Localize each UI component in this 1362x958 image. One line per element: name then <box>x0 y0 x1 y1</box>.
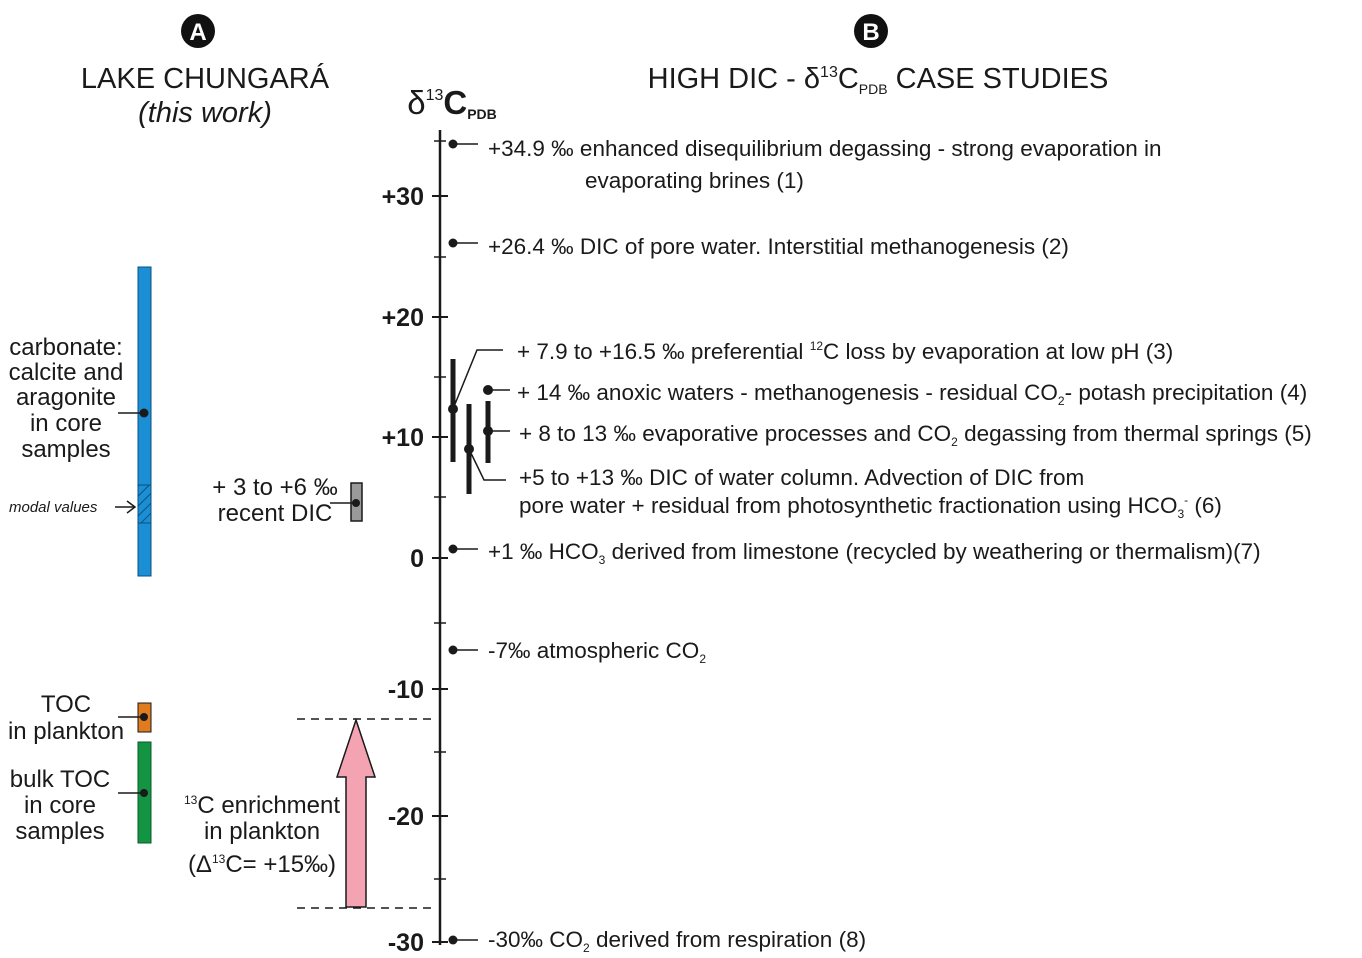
axis-label: δ13CPDB <box>407 84 497 122</box>
tick-label-minus10: -10 <box>388 676 424 704</box>
case-6-leader <box>468 448 506 481</box>
carbonate-range-bar <box>137 266 152 577</box>
y-axis-ticks <box>432 140 448 943</box>
panel-a-badge <box>181 14 215 48</box>
tick-label-minus20: -20 <box>388 803 424 831</box>
case-9-text: -30‰ CO2 derived from respiration (8) <box>488 927 866 953</box>
panel-b-title: HIGH DIC - δ13CPDB CASE STUDIES <box>648 63 1109 97</box>
carbonate-label-line1: carbonate: <box>9 334 122 361</box>
panel-b-badge <box>854 14 888 48</box>
case-3-leader <box>452 349 503 410</box>
y-axis-labels: +30 +20 +10 0 -10 -20 -30 <box>382 183 424 957</box>
tick-label-plus30: +30 <box>382 183 424 211</box>
case-1-text-line2: evaporating brines (1) <box>585 168 804 193</box>
toc-plankton-label-line1: TOC <box>41 691 91 718</box>
panel-a-badge-letter: A <box>189 19 206 46</box>
enrichment-arrow <box>335 717 377 908</box>
case-1-text-line1: +34.9 ‰ enhanced disequilibrium degassin… <box>488 136 1162 161</box>
panel-a-subtitle: (this work) <box>138 97 272 129</box>
bulk-toc-label-line1: bulk TOC <box>10 766 111 793</box>
case-5-text: + 8 to 13 ‰ evaporative processes and CO… <box>519 421 1312 449</box>
case-4-text: + 14 ‰ anoxic waters - methanogenesis - … <box>517 380 1307 408</box>
toc-plankton-label-line2: in plankton <box>8 718 124 745</box>
panel-b-badge-letter: B <box>862 19 879 46</box>
tick-label-plus10: +10 <box>382 424 424 452</box>
case-6-text-line2: pore water + residual from photosyntheti… <box>519 493 1222 521</box>
case-8-text: -7‰ atmospheric CO2 <box>488 638 706 666</box>
tick-label-zero: 0 <box>410 545 424 573</box>
modal-values-arrowhead <box>126 500 137 514</box>
tick-label-minus30: -30 <box>388 929 424 953</box>
carbonate-label-line2: calcite and <box>9 359 124 386</box>
case-7-text: +1 ‰ HCO3 derived from limestone (recycl… <box>488 539 1261 567</box>
enrichment-label-line3: (Δ13C= +15‰) <box>188 851 336 878</box>
recent-dic-label-line2: recent DIC <box>218 500 333 527</box>
tick-label-plus20: +20 <box>382 304 424 332</box>
enrichment-label-line1: 13C enrichment <box>184 792 340 819</box>
carbonate-label-line5: samples <box>21 436 110 463</box>
case-3-text: + 7.9 to +16.5 ‰ preferential 12C loss b… <box>517 339 1173 364</box>
modal-values-hatch <box>137 484 152 524</box>
panel-a-title: LAKE CHUNGARÁ <box>81 62 330 95</box>
enrichment-label-line2: in plankton <box>204 818 320 845</box>
bulk-toc-label-line2: in core <box>24 792 96 819</box>
case-6-text-line1: +5 to +13 ‰ DIC of water column. Advecti… <box>519 465 1084 490</box>
bulk-toc-label-line3: samples <box>15 818 104 845</box>
carbonate-label-line3: aragonite <box>16 384 116 411</box>
modal-values-label: modal values <box>9 499 98 516</box>
carbonate-label-line4: in core <box>30 410 102 437</box>
case-2-text: +26.4 ‰ DIC of pore water. Interstitial … <box>488 234 1069 259</box>
recent-dic-label-line1: + 3 to +6 ‰ <box>212 474 337 501</box>
